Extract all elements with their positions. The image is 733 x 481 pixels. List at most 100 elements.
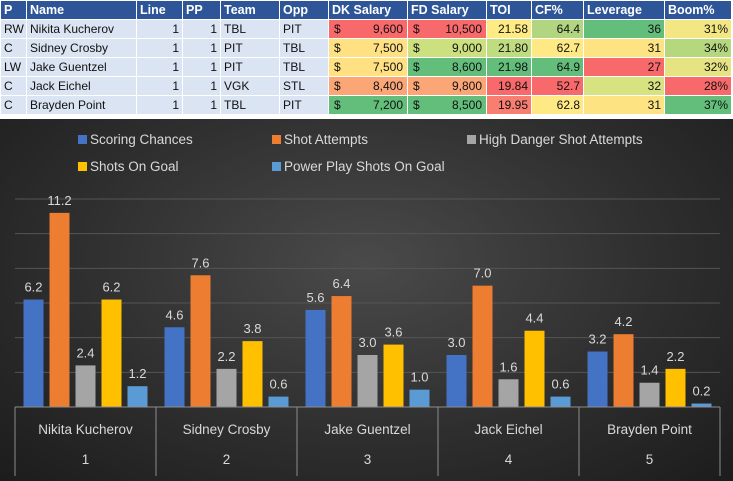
boom-pct-cell: 28% [664, 76, 732, 96]
column-header-dk-salary[interactable]: DK Salary [328, 0, 408, 20]
line-cell: 1 [136, 95, 183, 115]
bar-shot-attempts[interactable] [331, 296, 352, 407]
bar-scoring-chances[interactable] [305, 309, 326, 407]
toi-cell: 21.98 [486, 57, 532, 77]
bar-power-play-shots-on-goal[interactable] [409, 389, 430, 407]
legend-swatch [467, 135, 476, 144]
currency-symbol: $ [413, 60, 420, 74]
category-index-label: 3 [364, 452, 372, 467]
bar-shot-attempts[interactable] [472, 285, 493, 407]
dk-salary-cell: $7,500 [328, 57, 408, 77]
bar-shots-on-goal[interactable] [524, 330, 545, 407]
legend-label: Shot Attempts [284, 132, 368, 147]
bar-scoring-chances[interactable] [587, 351, 608, 407]
table-row[interactable]: C Jack Eichel 1 1 VGK STL $8,400 $9,800 19.84 52.… [0, 76, 732, 96]
toi-cell: 19.95 [486, 95, 532, 115]
column-header-pp[interactable]: PP [182, 0, 221, 20]
data-label: 6.2 [102, 280, 120, 295]
currency-symbol: $ [334, 60, 341, 74]
bar-power-play-shots-on-goal[interactable] [127, 386, 148, 407]
data-label: 1.0 [410, 370, 428, 385]
column-header-position[interactable]: P [0, 0, 27, 20]
bar-power-play-shots-on-goal[interactable] [691, 403, 712, 407]
bar-scoring-chances[interactable] [164, 327, 185, 407]
data-labels: 6.2 11.2 2.4 6.2 1.2 4.6 7.6 2.2 3.8 0.6 5.6 6.4 3.0… [24, 193, 710, 399]
leverage-cell: 31 [583, 38, 665, 58]
cf-pct-cell: 64.4 [531, 19, 584, 39]
legend-item[interactable]: Scoring Chances [78, 132, 193, 147]
bar-high-danger-shot-attempts[interactable] [357, 355, 378, 407]
bar-scoring-chances[interactable] [446, 355, 467, 407]
legend-item[interactable]: Power Play Shots On Goal [272, 159, 445, 174]
bar-shots-on-goal[interactable] [665, 368, 686, 407]
bar-shots-on-goal[interactable] [383, 344, 404, 407]
opponent-cell: TBL [279, 57, 329, 77]
column-header-team[interactable]: Team [220, 0, 280, 20]
bar-power-play-shots-on-goal[interactable] [550, 396, 571, 407]
bar-power-play-shots-on-goal[interactable] [268, 396, 289, 407]
legend-swatch [78, 135, 87, 144]
player-name-cell: Sidney Crosby [26, 38, 137, 58]
legend-swatch [78, 162, 87, 171]
column-header-opp[interactable]: Opp [279, 0, 329, 20]
currency-symbol: $ [334, 98, 341, 112]
column-header-boom-pct[interactable]: Boom% [664, 0, 732, 20]
category-index-label: 1 [82, 452, 90, 467]
bar-shots-on-goal[interactable] [101, 299, 122, 407]
dk-salary-cell: $9,600 [328, 19, 408, 39]
column-header-name[interactable]: Name [26, 0, 137, 20]
data-label: 7.6 [191, 255, 209, 270]
table-body: RW Nikita Kucherov 1 1 TBL PIT $9,600 $10,500 21… [0, 19, 732, 115]
pp-cell: 1 [182, 76, 221, 96]
salary-amount: 7,500 [372, 41, 403, 55]
data-label: 0.6 [269, 377, 287, 392]
category-index-label: 2 [223, 452, 231, 467]
salary-amount: 9,800 [451, 79, 482, 93]
bar-scoring-chances[interactable] [23, 299, 44, 407]
data-label: 3.0 [447, 335, 465, 350]
data-label: 4.6 [165, 307, 183, 322]
bar-high-danger-shot-attempts[interactable] [639, 382, 660, 407]
boom-pct-cell: 37% [664, 95, 732, 115]
data-label: 0.6 [551, 377, 569, 392]
bar-high-danger-shot-attempts[interactable] [75, 365, 96, 407]
bar-high-danger-shot-attempts[interactable] [498, 379, 519, 407]
salary-amount: 7,500 [372, 60, 403, 74]
position-cell: C [0, 95, 27, 115]
legend-item[interactable]: High Danger Shot Attempts [467, 132, 643, 147]
bar-shot-attempts[interactable] [613, 334, 634, 407]
data-label: 11.2 [47, 193, 71, 208]
bar-shot-attempts[interactable] [190, 275, 211, 407]
chart-panel: 6.2 11.2 2.4 6.2 1.2 4.6 7.6 2.2 3.8 0.6 5.6 6.4 3.0… [0, 119, 733, 481]
player-name-cell: Jake Guentzel [26, 57, 137, 77]
currency-symbol: $ [334, 79, 341, 93]
player-name-cell: Brayden Point [26, 95, 137, 115]
salary-amount: 8,500 [451, 98, 482, 112]
fd-salary-cell: $10,500 [407, 19, 487, 39]
cf-pct-cell: 62.8 [531, 95, 584, 115]
legend-item[interactable]: Shot Attempts [272, 132, 368, 147]
table-row[interactable]: LW Jake Guentzel 1 1 PIT TBL $7,500 $8,600 21.98… [0, 57, 732, 77]
column-header-line[interactable]: Line [136, 0, 183, 20]
data-label: 4.4 [525, 311, 543, 326]
boom-pct-cell: 32% [664, 57, 732, 77]
column-header-leverage[interactable]: Leverage [583, 0, 665, 20]
cf-pct-cell: 52.7 [531, 76, 584, 96]
line-cell: 1 [136, 57, 183, 77]
bar-shot-attempts[interactable] [49, 212, 70, 407]
legend-item[interactable]: Shots On Goal [78, 159, 179, 174]
table-row[interactable]: C Brayden Point 1 1 TBL PIT $7,200 $8,500 19.95 6… [0, 95, 732, 115]
column-header-cf-pct[interactable]: CF% [531, 0, 584, 20]
data-label: 2.2 [217, 349, 235, 364]
category-axis: Nikita Kucherov 1 Sidney Crosby 2 Jake Guent… [14, 406, 721, 476]
table-row[interactable]: RW Nikita Kucherov 1 1 TBL PIT $9,600 $10,500 21… [0, 19, 732, 39]
currency-symbol: $ [413, 98, 420, 112]
column-header-toi[interactable]: TOI [486, 0, 532, 20]
bar-shots-on-goal[interactable] [242, 341, 263, 407]
cf-pct-cell: 64.9 [531, 57, 584, 77]
toi-cell: 21.80 [486, 38, 532, 58]
column-header-fd-salary[interactable]: FD Salary [407, 0, 487, 20]
bar-high-danger-shot-attempts[interactable] [216, 368, 237, 407]
table-row[interactable]: C Sidney Crosby 1 1 PIT TBL $7,500 $9,000 21.80 6… [0, 38, 732, 58]
player-stats-table: P Name Line PP Team Opp DK Salary FD Sal… [0, 0, 732, 115]
